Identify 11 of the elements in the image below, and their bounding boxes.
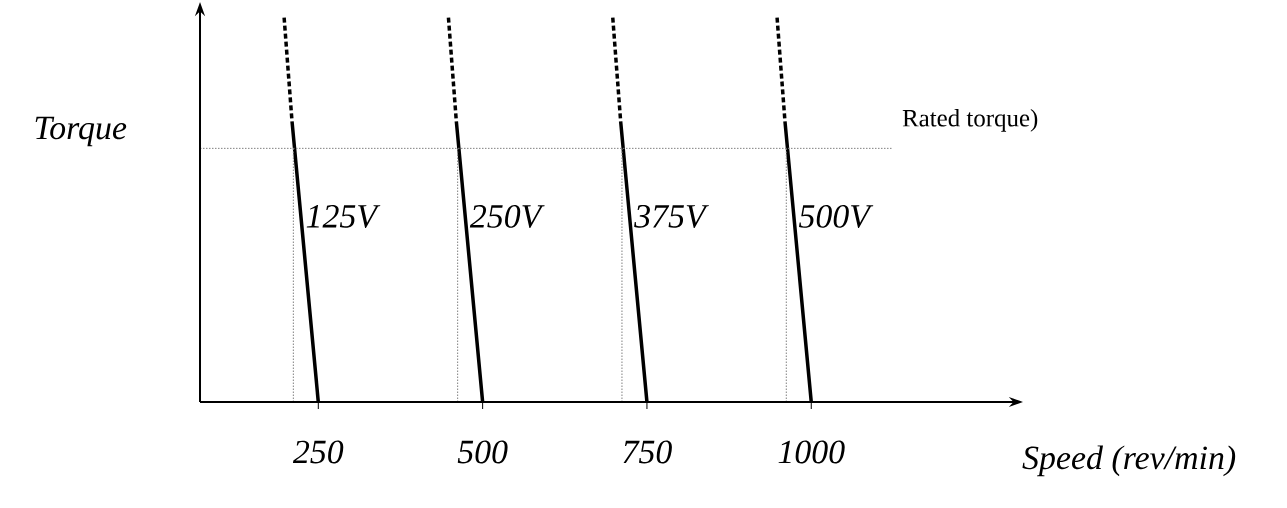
x-tick-label: 250 xyxy=(292,440,344,464)
x-tick-label: 750 xyxy=(623,440,672,464)
y-axis-title: Torque xyxy=(35,116,127,147)
ref-line-label: Rated torque) xyxy=(902,109,1038,132)
annotation: 375V xyxy=(634,204,709,228)
x-axis-title: Speed (rev/min) xyxy=(1022,445,1236,477)
annotation: 250V xyxy=(469,204,545,228)
x-tick-label: 1000 xyxy=(778,440,845,464)
annotation: 125V xyxy=(306,204,381,228)
x-tick-label: 500 xyxy=(457,440,508,464)
annotation: 500V xyxy=(799,204,874,228)
